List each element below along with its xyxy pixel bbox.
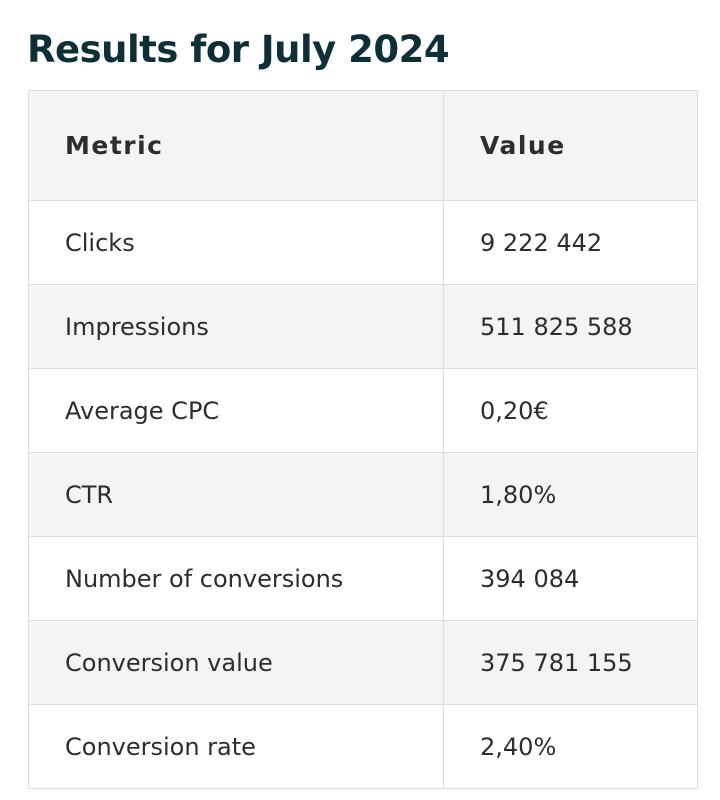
metric-cell: CTR: [28, 452, 444, 537]
value-cell: 511 825 588: [443, 284, 698, 369]
value-cell: 2,40%: [443, 704, 698, 789]
table-row: Conversion value 375 781 155: [28, 620, 698, 705]
table-row: Conversion rate 2,40%: [28, 704, 698, 789]
page-title: Results for July 2024: [27, 28, 450, 71]
table-header: Metric Value: [28, 90, 698, 201]
header-row: Metric Value: [28, 90, 698, 201]
table-row: Clicks 9 222 442: [28, 200, 698, 285]
value-cell: 375 781 155: [443, 620, 698, 705]
table-row: Number of conversions 394 084: [28, 536, 698, 621]
metric-cell: Average CPC: [28, 368, 444, 453]
metric-cell: Number of conversions: [28, 536, 444, 621]
table-row: CTR 1,80%: [28, 452, 698, 537]
metric-cell: Clicks: [28, 200, 444, 285]
value-cell: 0,20€: [443, 368, 698, 453]
value-cell: 394 084: [443, 536, 698, 621]
metric-cell: Conversion value: [28, 620, 444, 705]
value-cell: 9 222 442: [443, 200, 698, 285]
metric-cell: Conversion rate: [28, 704, 444, 789]
table-row: Average CPC 0,20€: [28, 368, 698, 453]
table-row: Impressions 511 825 588: [28, 284, 698, 369]
column-header-value: Value: [443, 90, 698, 201]
metric-cell: Impressions: [28, 284, 444, 369]
column-header-metric: Metric: [28, 90, 444, 201]
table-body: Clicks 9 222 442 Impressions 511 825 588…: [28, 200, 698, 789]
value-cell: 1,80%: [443, 452, 698, 537]
results-table: Metric Value Clicks 9 222 442 Impression…: [28, 90, 698, 789]
